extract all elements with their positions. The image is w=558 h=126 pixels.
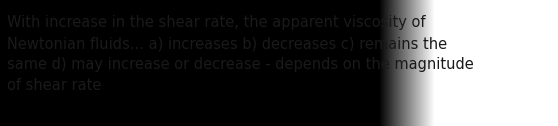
Text: With increase in the shear rate, the apparent viscosity of
Newtonian fluids... a: With increase in the shear rate, the app… xyxy=(7,15,473,93)
